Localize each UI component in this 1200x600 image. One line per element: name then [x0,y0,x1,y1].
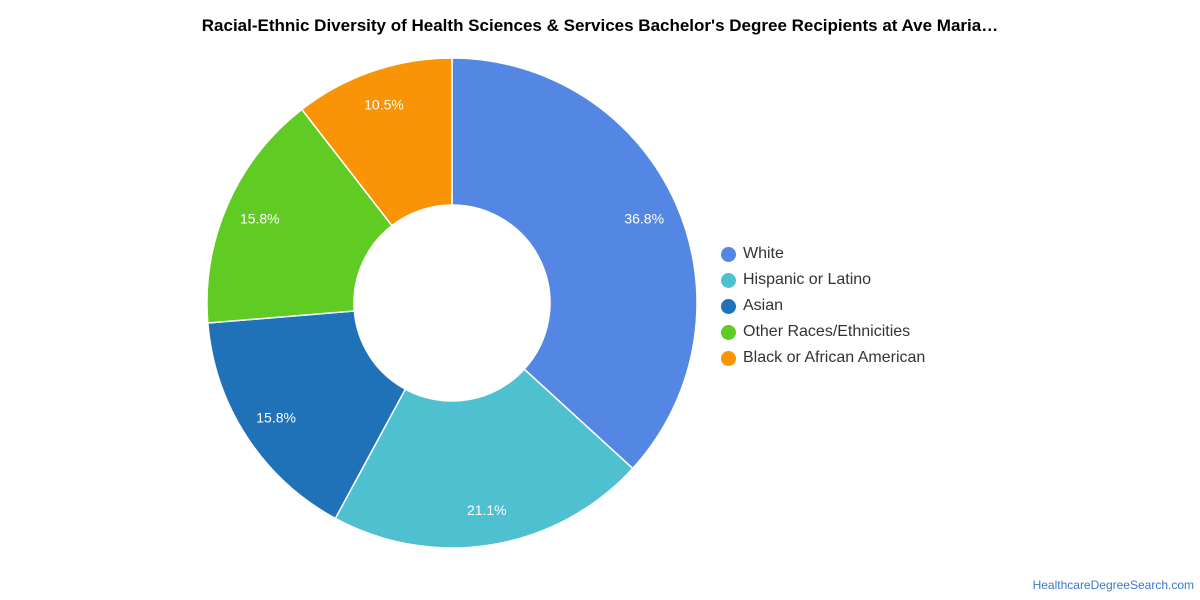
source-link[interactable]: HealthcareDegreeSearch.com [1032,578,1194,592]
legend-item-hispanic-or-latino[interactable]: Hispanic or Latino [721,267,925,293]
legend-item-asian[interactable]: Asian [721,293,925,319]
slice-other-races-ethnicities[interactable] [206,108,393,324]
legend-label: Hispanic or Latino [743,271,872,288]
slice-value-label: 15.8% [256,410,296,426]
slice-value-label: 21.1% [467,502,507,518]
legend-label: White [743,245,784,262]
chart-title: Racial-Ethnic Diversity of Health Scienc… [201,16,999,35]
slice-value-label: 36.8% [624,210,664,226]
slice-value-label: 15.8% [240,210,280,226]
slice-hispanic-or-latino[interactable] [334,368,634,549]
legend-item-white[interactable]: White [721,241,925,267]
slice-asian[interactable] [207,310,407,520]
legend-label: Black or African American [743,349,926,366]
legend-label: Other Races/Ethnicities [743,323,911,340]
legend-swatch [721,246,736,262]
legend-swatch [721,272,736,288]
legend-item-black-or-african-american[interactable]: Black or African American [721,345,925,371]
slice-black-or-african-american[interactable] [300,57,453,227]
chart-legend: White Hispanic or Latino Asian Other Races/… [721,241,925,371]
legend-item-other-races-ethnicities[interactable]: Other Races/Ethnicities [721,319,925,345]
legend-label: Asian [743,297,784,314]
legend-swatch [721,298,736,314]
legend-swatch [721,350,736,366]
legend-swatch [721,324,736,340]
slice-value-label: 10.5% [364,96,404,112]
slice-white[interactable] [451,57,698,470]
